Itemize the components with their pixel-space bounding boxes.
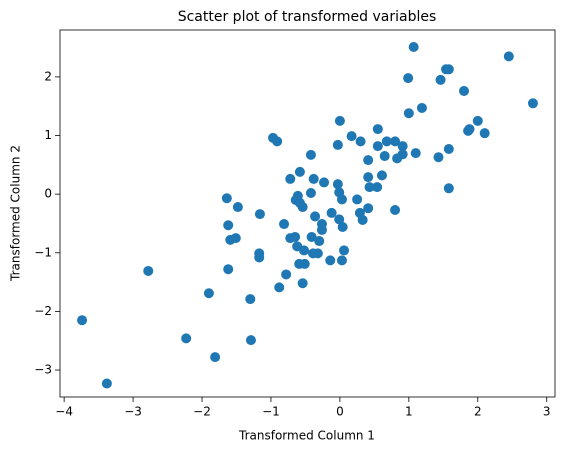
y-axis-label: Transformed Column 2	[9, 145, 23, 282]
point	[203, 288, 214, 299]
point	[285, 173, 296, 184]
point	[357, 214, 368, 225]
point	[210, 352, 221, 363]
point	[503, 51, 514, 62]
point	[390, 204, 401, 215]
point	[143, 265, 154, 276]
point	[336, 194, 347, 205]
point	[316, 224, 327, 235]
point	[397, 141, 408, 152]
point	[416, 102, 427, 113]
x-tick-label: 3	[543, 405, 551, 419]
point	[355, 136, 366, 147]
point	[372, 124, 383, 135]
y-tick-label: −2	[34, 304, 52, 318]
point	[363, 203, 374, 214]
point	[294, 166, 305, 177]
x-tick-label: −1	[262, 405, 280, 419]
point	[443, 64, 454, 75]
point	[299, 245, 310, 256]
point	[281, 269, 292, 280]
point	[372, 182, 383, 193]
point	[305, 149, 316, 160]
point	[381, 136, 392, 147]
x-tick-label: −2	[193, 405, 211, 419]
point	[410, 148, 421, 159]
point	[232, 202, 243, 213]
y-tick-label: 1	[44, 128, 52, 142]
point	[352, 194, 363, 205]
y-tick-label: 0	[44, 187, 52, 201]
y-tick-label: −1	[34, 245, 52, 259]
point	[77, 315, 88, 326]
point	[297, 278, 308, 289]
point	[230, 233, 241, 244]
x-tick-label: 1	[405, 405, 413, 419]
point	[363, 172, 374, 183]
point	[332, 179, 343, 190]
point	[319, 177, 330, 188]
point	[479, 128, 490, 139]
point	[339, 245, 350, 256]
point	[334, 214, 345, 225]
point	[254, 209, 265, 220]
point	[294, 197, 305, 208]
point	[435, 74, 446, 85]
point	[308, 173, 319, 184]
point	[332, 139, 343, 150]
point	[463, 125, 474, 136]
point	[306, 231, 317, 242]
point	[101, 378, 112, 389]
point	[337, 221, 348, 232]
point	[290, 231, 301, 242]
x-tick-label: −3	[124, 405, 142, 419]
x-tick-label: 0	[336, 405, 344, 419]
point	[443, 183, 454, 194]
point	[379, 151, 390, 162]
axes-frame	[59, 29, 556, 398]
point	[403, 73, 414, 84]
point	[274, 282, 285, 293]
point	[336, 255, 347, 266]
point	[390, 136, 401, 147]
point	[372, 141, 383, 152]
chart-title: Scatter plot of transformed variables	[178, 9, 437, 25]
point	[433, 152, 444, 163]
point	[443, 144, 454, 155]
point	[392, 153, 403, 164]
x-axis-label: Transformed Column 1	[238, 429, 375, 443]
point	[305, 187, 316, 198]
x-tick-label: −4	[55, 405, 73, 419]
point	[181, 333, 192, 344]
point	[223, 264, 234, 275]
point	[458, 85, 469, 96]
point	[245, 335, 256, 346]
point	[363, 155, 374, 166]
point	[279, 219, 290, 230]
point	[334, 115, 345, 126]
point	[308, 248, 319, 259]
point	[408, 42, 419, 53]
y-tick-label: −3	[34, 363, 52, 377]
point	[326, 207, 337, 218]
point	[299, 258, 310, 269]
point	[527, 98, 538, 109]
point	[346, 131, 357, 142]
point	[221, 193, 232, 204]
point	[272, 136, 283, 147]
point	[325, 255, 336, 266]
point	[472, 115, 483, 126]
point	[310, 211, 321, 222]
point	[403, 108, 414, 119]
y-tick-label: 2	[44, 69, 52, 83]
point	[254, 252, 265, 263]
point	[245, 294, 256, 305]
x-tick-label: 2	[474, 405, 482, 419]
point	[376, 170, 387, 181]
point	[364, 182, 375, 193]
point	[223, 220, 234, 231]
point	[314, 236, 325, 247]
